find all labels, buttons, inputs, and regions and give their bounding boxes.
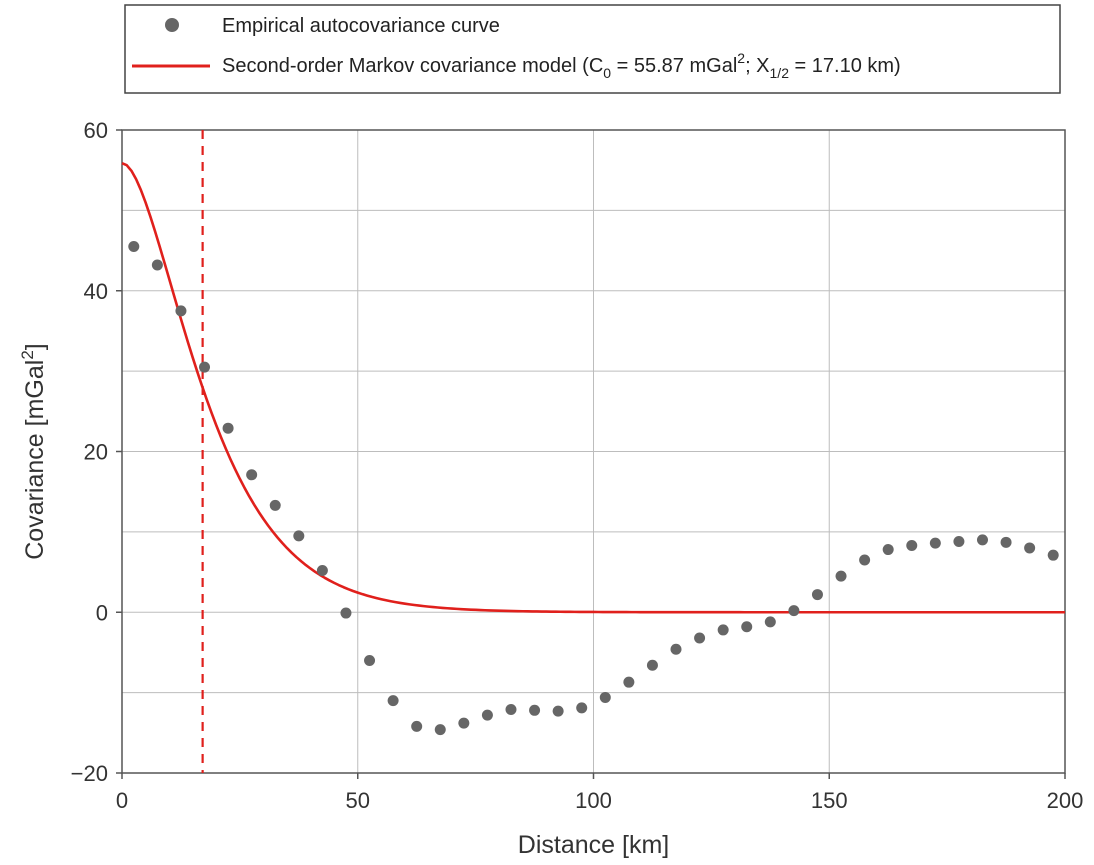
empirical-point: [906, 540, 918, 552]
empirical-point: [387, 695, 399, 707]
y-tick-label: 20: [84, 440, 108, 465]
legend-label-model: Second-order Markov covariance model (C0…: [222, 50, 901, 81]
empirical-point: [505, 704, 517, 716]
y-tick-label: 60: [84, 118, 108, 143]
empirical-point: [788, 605, 800, 617]
x-tick-label: 50: [346, 788, 370, 813]
empirical-point: [199, 361, 211, 373]
empirical-point: [293, 530, 305, 542]
legend-frame: [124, 4, 1061, 94]
empirical-point: [1024, 542, 1036, 554]
empirical-point: [434, 724, 446, 736]
empirical-point: [929, 537, 941, 549]
model-curve: [121, 161, 1065, 614]
empirical-point: [976, 534, 988, 546]
empirical-point: [811, 589, 823, 601]
model-layer: [121, 130, 1065, 773]
x-tick-label: 0: [116, 788, 128, 813]
x-tick-label: 100: [575, 788, 612, 813]
empirical-point: [1047, 549, 1059, 561]
empirical-point: [694, 632, 706, 644]
y-tick-label: 0: [96, 600, 108, 625]
grid: [122, 130, 1065, 773]
empirical-point: [646, 659, 658, 671]
points-layer: [128, 241, 1059, 736]
empirical-point: [741, 621, 753, 633]
empirical-point: [316, 564, 328, 576]
empirical-point: [599, 691, 611, 703]
empirical-point: [151, 259, 163, 271]
empirical-point: [128, 241, 140, 253]
empirical-point: [764, 616, 776, 628]
y-tick-label: 40: [84, 279, 108, 304]
y-tick-label: −20: [71, 761, 108, 786]
empirical-point: [340, 607, 352, 619]
empirical-point: [953, 536, 965, 548]
empirical-point: [246, 469, 258, 481]
empirical-point: [411, 720, 423, 732]
empirical-point: [882, 544, 894, 556]
y-axis-title: Covariance [mGal2]: [18, 343, 49, 560]
empirical-point: [458, 717, 470, 729]
axis-ticks: 0 50 100 150 200 −20 0 20 40 60: [71, 118, 1084, 813]
empirical-point: [364, 654, 376, 666]
legend-label-empirical: Empirical autocovariance curve: [222, 15, 500, 37]
empirical-point: [529, 704, 541, 716]
empirical-point: [717, 624, 729, 636]
x-tick-label: 200: [1047, 788, 1084, 813]
empirical-point: [835, 570, 847, 582]
empirical-point: [175, 305, 187, 317]
empirical-point: [552, 705, 564, 717]
empirical-point: [670, 643, 682, 655]
empirical-point: [481, 709, 493, 721]
legend-marker-empirical: [165, 18, 179, 32]
x-axis-title: Distance [km]: [518, 831, 669, 859]
empirical-point: [576, 702, 588, 714]
empirical-point: [859, 554, 871, 566]
legend: Empirical autocovariance curve Second-or…: [124, 4, 1061, 94]
empirical-point: [1000, 536, 1012, 548]
empirical-point: [623, 676, 635, 688]
empirical-point: [269, 499, 281, 511]
x-tick-label: 150: [811, 788, 848, 813]
empirical-point: [222, 422, 234, 434]
